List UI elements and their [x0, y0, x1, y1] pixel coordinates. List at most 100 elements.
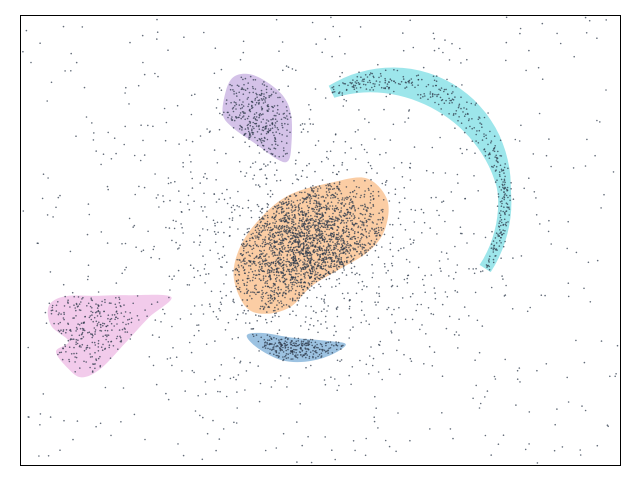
data-point: [381, 182, 384, 185]
data-point: [193, 241, 195, 243]
data-point: [291, 220, 293, 223]
data-point: [499, 216, 502, 219]
data-point: [238, 85, 240, 87]
data-point: [311, 217, 314, 220]
data-point: [404, 121, 406, 123]
data-point: [317, 229, 319, 232]
data-point: [75, 341, 77, 343]
data-point: [323, 236, 326, 238]
data-point: [122, 387, 125, 389]
data-point: [261, 224, 264, 227]
data-point: [238, 274, 241, 276]
data-point: [286, 341, 288, 344]
data-point: [500, 189, 503, 191]
data-point: [370, 199, 372, 201]
data-point: [267, 268, 270, 271]
data-point: [187, 194, 190, 197]
data-point: [169, 199, 171, 202]
data-point: [322, 206, 325, 208]
data-point: [600, 207, 602, 209]
data-point: [265, 275, 267, 278]
data-point: [504, 212, 506, 215]
data-point: [340, 235, 343, 238]
data-point: [290, 209, 293, 211]
data-point: [264, 344, 266, 347]
data-point: [277, 256, 280, 259]
data-point: [239, 290, 242, 293]
data-point: [290, 281, 292, 284]
data-point: [490, 454, 493, 456]
data-point: [334, 219, 336, 221]
data-point: [463, 131, 466, 134]
data-point: [275, 270, 278, 273]
data-point: [324, 321, 327, 323]
data-point: [255, 118, 257, 121]
data-point: [327, 189, 330, 191]
data-point: [271, 302, 273, 304]
data-point: [252, 79, 255, 81]
data-point: [285, 250, 287, 252]
data-point: [241, 87, 243, 89]
data-point: [44, 311, 47, 314]
data-point: [167, 177, 170, 179]
data-point: [120, 339, 123, 342]
data-point: [284, 296, 286, 299]
data-point: [205, 216, 208, 218]
data-point: [242, 101, 244, 103]
data-point: [439, 136, 441, 139]
data-point: [467, 119, 470, 122]
data-point: [333, 233, 335, 236]
data-point: [424, 291, 427, 294]
data-point: [268, 129, 271, 132]
data-point: [307, 195, 310, 197]
data-point: [214, 47, 217, 49]
data-point: [277, 243, 280, 245]
data-point: [215, 179, 217, 181]
data-point: [319, 187, 322, 189]
data-point: [342, 248, 345, 251]
data-point: [248, 322, 251, 324]
data-point: [331, 216, 334, 218]
data-point: [372, 203, 375, 206]
data-point: [304, 272, 307, 274]
data-point: [328, 238, 331, 241]
data-point: [428, 345, 431, 348]
data-point: [363, 148, 366, 151]
data-point: [292, 232, 295, 234]
data-point: [319, 226, 322, 229]
data-point: [352, 440, 355, 442]
data-point: [365, 251, 368, 253]
data-point: [500, 178, 503, 181]
data-point: [261, 83, 264, 85]
data-point: [293, 257, 296, 260]
data-point: [269, 234, 271, 237]
data-point: [248, 254, 250, 257]
data-point: [279, 280, 282, 283]
data-point: [473, 175, 475, 177]
data-point: [368, 235, 371, 237]
data-point: [190, 351, 193, 354]
data-point: [286, 343, 289, 346]
data-point: [283, 149, 285, 152]
data-point: [338, 277, 340, 280]
data-point: [240, 243, 243, 246]
data-point: [343, 243, 346, 245]
data-point: [360, 309, 363, 312]
data-point: [350, 147, 352, 149]
data-point: [97, 350, 100, 352]
data-point: [225, 294, 227, 297]
data-point: [70, 52, 72, 55]
data-point: [331, 352, 334, 354]
data-point: [310, 186, 312, 189]
data-point: [427, 83, 430, 86]
data-point: [251, 328, 254, 330]
data-point: [269, 235, 272, 238]
data-point: [317, 218, 320, 221]
data-point: [367, 249, 370, 251]
data-point: [381, 216, 384, 219]
data-point: [266, 110, 269, 112]
data-point: [408, 82, 410, 84]
data-point: [405, 258, 408, 261]
data-point: [312, 353, 315, 355]
data-point: [258, 216, 261, 219]
